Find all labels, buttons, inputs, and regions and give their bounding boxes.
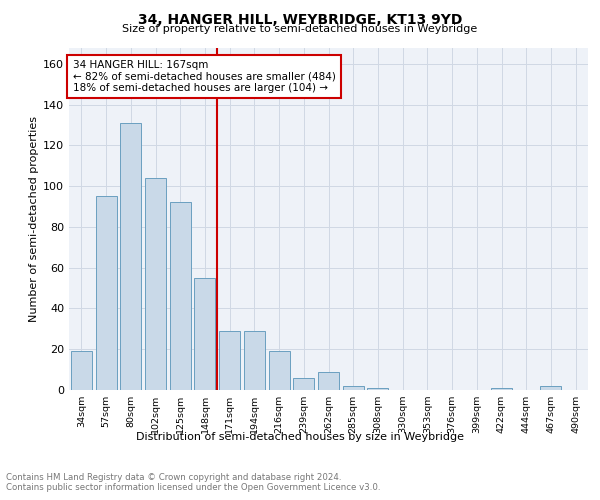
Bar: [71, 352, 92, 390]
Bar: [541, 386, 562, 390]
Text: 34, HANGER HILL, WEYBRIDGE, KT13 9YD: 34, HANGER HILL, WEYBRIDGE, KT13 9YD: [138, 12, 462, 26]
Bar: [194, 278, 215, 390]
Bar: [367, 388, 388, 390]
Bar: [491, 388, 512, 390]
Bar: [293, 378, 314, 390]
Bar: [95, 196, 116, 390]
Text: Contains HM Land Registry data © Crown copyright and database right 2024.
Contai: Contains HM Land Registry data © Crown c…: [6, 472, 380, 492]
Bar: [269, 352, 290, 390]
Bar: [318, 372, 339, 390]
Text: 34 HANGER HILL: 167sqm
← 82% of semi-detached houses are smaller (484)
18% of se: 34 HANGER HILL: 167sqm ← 82% of semi-det…: [73, 60, 335, 93]
Text: Distribution of semi-detached houses by size in Weybridge: Distribution of semi-detached houses by …: [136, 432, 464, 442]
Text: Size of property relative to semi-detached houses in Weybridge: Size of property relative to semi-detach…: [122, 24, 478, 34]
Bar: [343, 386, 364, 390]
Bar: [170, 202, 191, 390]
Bar: [219, 331, 240, 390]
Bar: [120, 123, 141, 390]
Y-axis label: Number of semi-detached properties: Number of semi-detached properties: [29, 116, 39, 322]
Bar: [145, 178, 166, 390]
Bar: [244, 331, 265, 390]
